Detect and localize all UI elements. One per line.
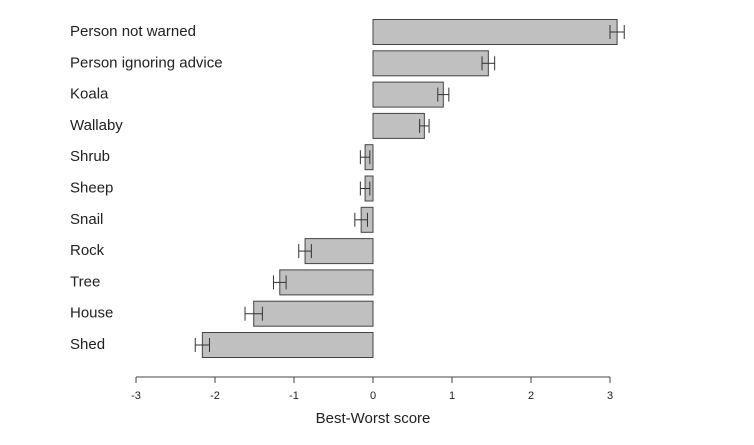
- y-tick-label: Shed: [70, 336, 105, 353]
- x-tick-label: 3: [607, 390, 613, 402]
- x-tick-label: -1: [289, 390, 299, 402]
- error-bar: [359, 181, 371, 196]
- y-tick-label: Koala: [70, 86, 109, 103]
- error-bar: [244, 306, 263, 321]
- error-bar: [609, 25, 625, 39]
- error-bar: [481, 56, 496, 71]
- y-tick-label: Snail: [70, 211, 103, 228]
- error-bar: [359, 150, 371, 165]
- bar: [201, 332, 374, 358]
- x-axis-title: Best-Worst score: [316, 410, 431, 427]
- y-tick-label: Wallaby: [70, 117, 123, 134]
- error-bar: [354, 212, 368, 227]
- bar: [279, 269, 374, 296]
- x-tick-label: -3: [131, 390, 141, 402]
- y-tick-label: Rock: [70, 242, 105, 259]
- x-tick-label: -2: [210, 390, 220, 402]
- error-bar: [194, 338, 210, 352]
- bar: [372, 19, 618, 45]
- error-bar: [272, 275, 287, 290]
- bar: [372, 112, 425, 139]
- bar: [253, 300, 374, 327]
- y-tick-label: Tree: [70, 273, 100, 290]
- y-tick-label: Person ignoring advice: [70, 54, 223, 71]
- bar: [372, 81, 444, 108]
- error-bar: [437, 87, 450, 102]
- y-tick-label: Sheep: [70, 179, 113, 196]
- error-bar: [298, 244, 312, 259]
- x-tick-label: 0: [370, 390, 376, 402]
- x-tick-label: 1: [449, 390, 455, 402]
- x-tick-label: 2: [528, 390, 534, 402]
- y-tick-label: Shrub: [70, 148, 110, 165]
- y-tick-label: Person not warned: [70, 23, 196, 40]
- y-tick-label: House: [70, 305, 113, 322]
- bar: [372, 50, 489, 77]
- error-bar: [419, 118, 430, 133]
- bar: [304, 238, 374, 265]
